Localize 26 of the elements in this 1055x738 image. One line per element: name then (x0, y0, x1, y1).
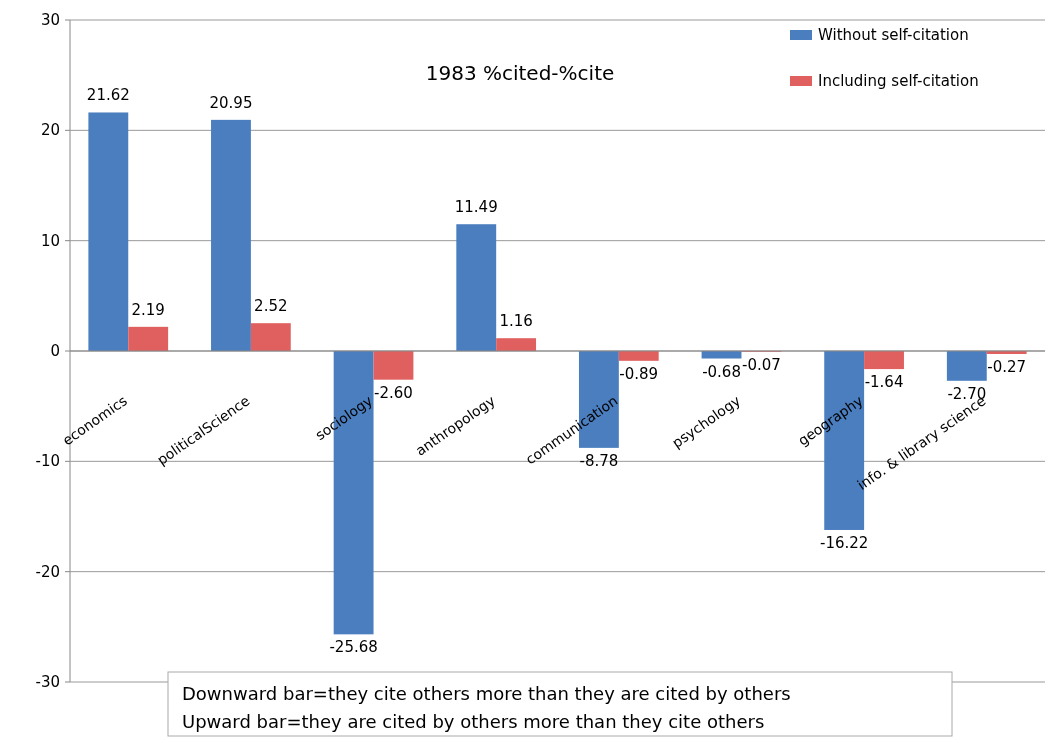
data-label: 2.19 (131, 300, 165, 319)
data-label: 20.95 (209, 93, 253, 112)
data-label: -16.22 (819, 533, 869, 552)
data-label: -0.07 (741, 355, 781, 374)
text: 1983 %cited-%cite (425, 61, 615, 85)
data-label: -1.64 (864, 373, 904, 392)
data-label: 1.16 (499, 312, 533, 331)
data-label: -0.27 (987, 357, 1027, 376)
data-label: 21.62 (86, 86, 130, 105)
legend-label: Without self-citation (818, 26, 969, 44)
y-tick-label: -20 (35, 562, 60, 581)
y-tick-label: 30 (40, 11, 60, 29)
data-label: -25.68 (329, 638, 378, 657)
text: Upward bar=they are cited by others more than they cite others (182, 711, 765, 732)
data-label: -0.89 (619, 364, 659, 383)
y-tick-label: -10 (35, 452, 60, 471)
legend-label: Including self-citation (818, 72, 979, 90)
data-label: 2.52 (254, 297, 288, 316)
y-tick-label: 0 (50, 342, 60, 360)
data-label: 11.49 (454, 198, 498, 217)
text: Downward bar=they cite others more than they are cited by others (182, 683, 791, 704)
data-label: -2.60 (374, 383, 413, 402)
y-tick-label: 20 (40, 121, 60, 140)
y-tick-label: 10 (40, 231, 60, 250)
data-label: -0.68 (702, 362, 741, 381)
y-tick-label: -30 (35, 673, 60, 691)
